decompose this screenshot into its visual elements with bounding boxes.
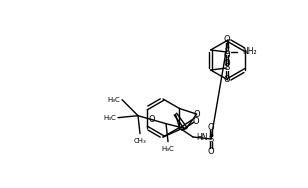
Text: NH₂: NH₂	[243, 48, 257, 57]
Text: S: S	[209, 134, 214, 143]
Text: O: O	[149, 115, 155, 124]
Text: O: O	[193, 110, 200, 119]
Text: H₃C: H₃C	[162, 146, 174, 152]
Text: HN: HN	[196, 133, 208, 142]
Text: O: O	[223, 59, 230, 68]
Text: O: O	[193, 117, 199, 126]
Text: S: S	[224, 48, 229, 57]
Text: O: O	[223, 52, 230, 61]
Text: O: O	[223, 36, 230, 45]
Text: S: S	[224, 64, 229, 73]
Text: CH₃: CH₃	[134, 138, 146, 144]
Text: O: O	[223, 76, 230, 84]
Text: H₃C: H₃C	[107, 97, 120, 103]
Text: H₃C: H₃C	[103, 115, 116, 121]
Text: O: O	[208, 123, 214, 131]
Text: O: O	[208, 146, 214, 155]
